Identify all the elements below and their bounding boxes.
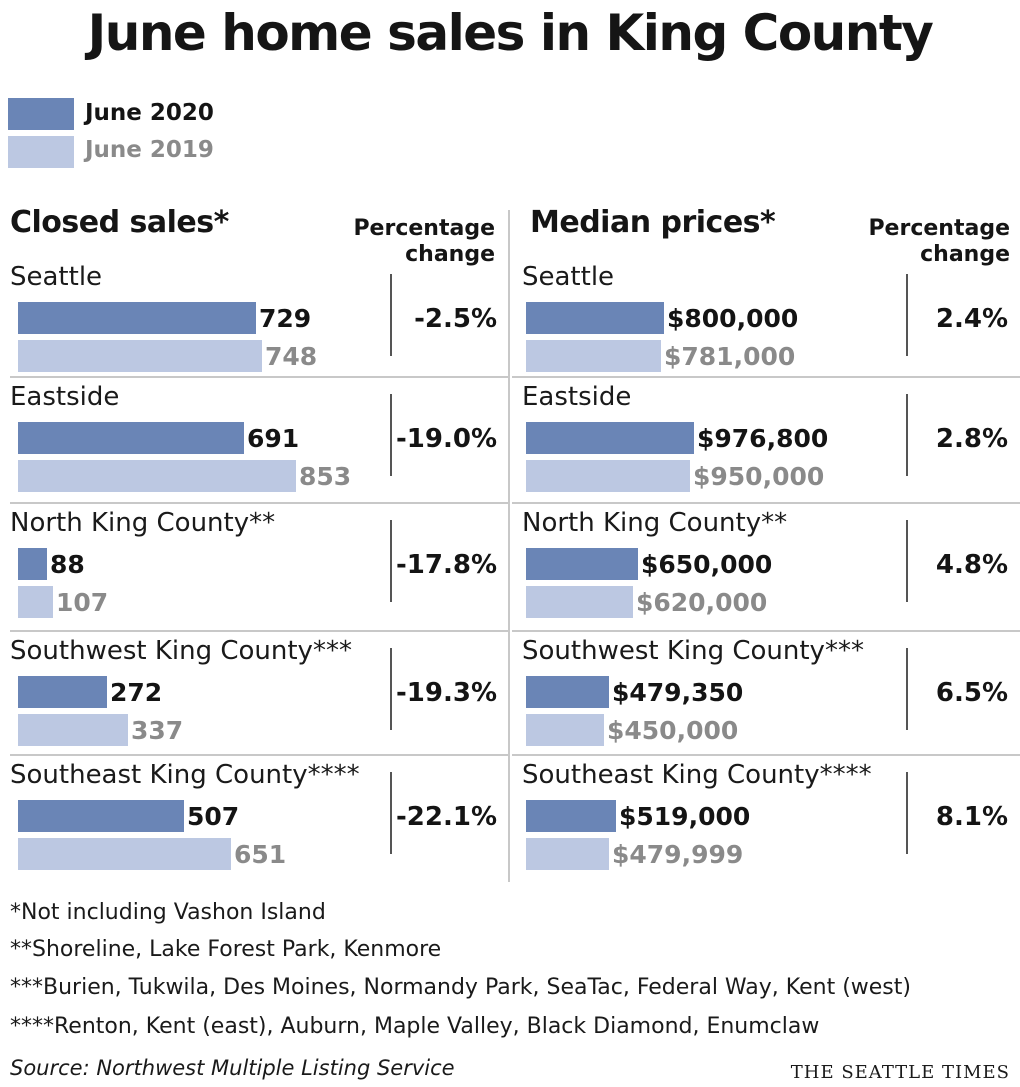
prices-bar-2019 — [526, 838, 609, 870]
sales-bar-2020 — [18, 676, 107, 708]
prices-region-label: Southeast King County**** — [522, 760, 872, 790]
prices-bar-2019 — [526, 586, 633, 618]
sales-change-divider — [390, 274, 392, 356]
footnote-3: ***Burien, Tukwila, Des Moines, Normandy… — [10, 975, 911, 1000]
closed-sales-change-heading: Percentage change — [353, 216, 495, 267]
row-separator — [512, 630, 1020, 632]
prices-value-2019: $950,000 — [693, 462, 825, 491]
legend-label-2020: June 2020 — [85, 100, 214, 126]
chart-title: June home sales in King County — [87, 4, 934, 62]
sales-percentage-change: -19.3% — [396, 678, 497, 708]
sales-percentage-change: -19.0% — [396, 424, 497, 454]
publisher-credit: THE SEATTLE TIMES — [790, 1062, 1010, 1083]
prices-change-divider — [906, 274, 908, 356]
footnote-4: ****Renton, Kent (east), Auburn, Maple V… — [10, 1014, 820, 1039]
sales-value-2019: 107 — [56, 588, 109, 617]
sales-value-2020: 272 — [110, 678, 163, 707]
sales-value-2019: 337 — [131, 716, 184, 745]
sales-region-label: Southeast King County**** — [10, 760, 360, 790]
sales-bar-2019 — [18, 586, 53, 618]
row-separator — [512, 376, 1020, 378]
prices-value-2020: $519,000 — [619, 802, 751, 831]
prices-percentage-change: 2.8% — [935, 424, 1008, 454]
prices-bar-2019 — [526, 460, 690, 492]
source-note: Source: Northwest Multiple Listing Servi… — [10, 1056, 455, 1080]
prices-bar-2020 — [526, 800, 616, 832]
sales-value-2019: 748 — [265, 342, 318, 371]
prices-percentage-change: 6.5% — [935, 678, 1008, 708]
prices-bar-2020 — [526, 548, 638, 580]
prices-bar-2020 — [526, 676, 609, 708]
sales-bar-2019 — [18, 714, 128, 746]
sales-bar-2019 — [18, 838, 231, 870]
sales-value-2020: 88 — [50, 550, 85, 579]
sales-change-divider — [390, 772, 392, 854]
row-separator — [10, 502, 508, 504]
prices-region-label: Eastside — [522, 382, 632, 412]
footnote-1: *Not including Vashon Island — [10, 900, 326, 925]
sales-percentage-change: -22.1% — [396, 802, 497, 832]
prices-percentage-change: 8.1% — [935, 802, 1008, 832]
prices-value-2019: $479,999 — [612, 840, 744, 869]
sales-change-divider — [390, 520, 392, 602]
legend-swatch-2020 — [8, 98, 74, 130]
sales-percentage-change: -17.8% — [396, 550, 497, 580]
prices-percentage-change: 4.8% — [935, 550, 1008, 580]
prices-value-2020: $800,000 — [667, 304, 799, 333]
sales-region-label: Southwest King County*** — [10, 636, 352, 666]
legend-label-2019: June 2019 — [85, 137, 214, 163]
prices-bar-2020 — [526, 302, 664, 334]
row-separator — [10, 630, 508, 632]
sales-change-divider — [390, 648, 392, 730]
footnote-2: **Shoreline, Lake Forest Park, Kenmore — [10, 937, 442, 962]
closed-sales-heading: Closed sales* — [10, 205, 229, 240]
sales-percentage-change: -2.5% — [414, 304, 497, 334]
prices-value-2019: $781,000 — [664, 342, 796, 371]
row-separator — [512, 502, 1020, 504]
prices-change-divider — [906, 520, 908, 602]
sales-region-label: Eastside — [10, 382, 120, 412]
sales-value-2020: 691 — [247, 424, 300, 453]
row-separator — [512, 754, 1020, 756]
sales-bar-2020 — [18, 422, 244, 454]
legend-swatch-2019 — [8, 136, 74, 168]
sales-value-2020: 507 — [187, 802, 240, 831]
prices-percentage-change: 2.4% — [935, 304, 1008, 334]
sales-bar-2020 — [18, 302, 256, 334]
sales-region-label: North King County** — [10, 508, 276, 538]
prices-value-2020: $976,800 — [697, 424, 829, 453]
sales-bar-2020 — [18, 548, 47, 580]
prices-value-2019: $620,000 — [636, 588, 768, 617]
row-separator — [10, 754, 508, 756]
prices-value-2020: $479,350 — [612, 678, 744, 707]
sales-bar-2019 — [18, 340, 262, 372]
sales-region-label: Seattle — [10, 262, 103, 292]
sales-bar-2019 — [18, 460, 296, 492]
column-divider — [508, 210, 510, 882]
row-separator — [10, 376, 508, 378]
sales-value-2020: 729 — [259, 304, 312, 333]
prices-change-divider — [906, 648, 908, 730]
sales-value-2019: 853 — [299, 462, 352, 491]
prices-region-label: Southwest King County*** — [522, 636, 864, 666]
prices-region-label: Seattle — [522, 262, 615, 292]
sales-value-2019: 651 — [234, 840, 287, 869]
prices-value-2019: $450,000 — [607, 716, 739, 745]
prices-bar-2020 — [526, 422, 694, 454]
prices-change-divider — [906, 394, 908, 476]
sales-bar-2020 — [18, 800, 184, 832]
prices-bar-2019 — [526, 714, 604, 746]
sales-change-divider — [390, 394, 392, 476]
prices-value-2020: $650,000 — [641, 550, 773, 579]
prices-bar-2019 — [526, 340, 661, 372]
prices-change-divider — [906, 772, 908, 854]
prices-region-label: North King County** — [522, 508, 788, 538]
median-prices-change-heading: Percentage change — [868, 216, 1010, 267]
median-prices-heading: Median prices* — [530, 205, 776, 240]
